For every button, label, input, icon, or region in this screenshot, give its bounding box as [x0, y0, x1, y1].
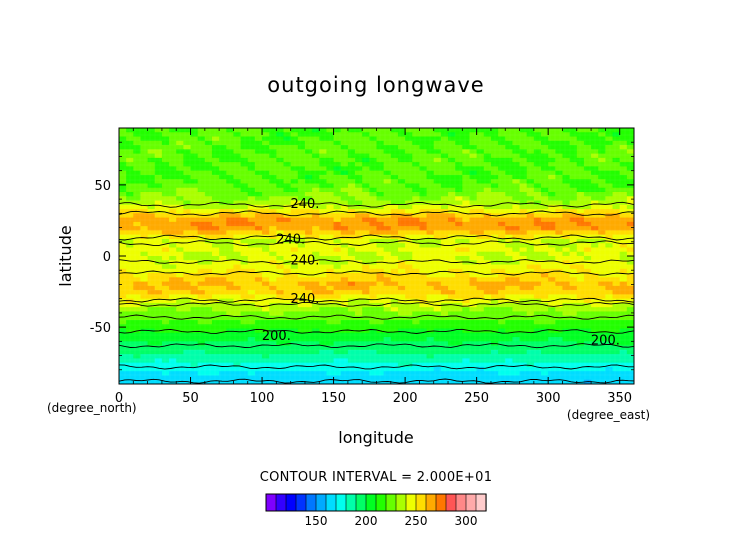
contour-line — [119, 301, 634, 307]
colorbar-frame — [265, 493, 487, 512]
colorbar-swatch — [445, 493, 457, 512]
contour-label: 240. — [290, 292, 319, 307]
contour-label: 200. — [262, 329, 291, 344]
colorbar-swatch — [325, 493, 337, 512]
x-tick-label: 250 — [464, 391, 489, 406]
contour-line — [119, 328, 634, 334]
colorbar-swatch — [435, 493, 447, 512]
colorbar-swatch — [455, 493, 467, 512]
contour-label: 240. — [290, 197, 319, 212]
colorbar-swatch — [475, 493, 487, 512]
colorbar-swatch — [375, 493, 387, 512]
x-axis-ticks: 0 50 100 150 200 250 300 350 — [115, 128, 632, 406]
colorbar-swatch — [275, 493, 287, 512]
y-tick-label: 0 — [103, 250, 111, 265]
colorbar-swatch — [285, 493, 297, 512]
x-tick-label: 50 — [182, 391, 199, 406]
x-tick-label: 200 — [393, 391, 418, 406]
colorbar-swatch — [365, 493, 377, 512]
colorbar-swatch — [355, 493, 367, 512]
colorbar-swatch — [405, 493, 417, 512]
contour-line — [119, 314, 634, 320]
x-tick-label: 0 — [115, 391, 123, 406]
y-unit-label: (degree_north) — [47, 401, 137, 415]
colorbar-swatch — [415, 493, 427, 512]
colorbar-tick-label: 200 — [355, 514, 378, 528]
x-tick-label: 300 — [536, 391, 561, 406]
contour-labels: 240. 240. 240. 240. 200. 200. — [262, 197, 620, 349]
contour-label: 240. — [290, 254, 319, 269]
y-axis-ticks: -50 0 50 — [90, 141, 634, 371]
colorbar-swatch — [315, 493, 327, 512]
contour-line — [119, 364, 634, 370]
y-tick-label: -50 — [90, 321, 111, 336]
contour-line — [119, 343, 634, 349]
chart-title: outgoing longwave — [267, 73, 484, 97]
x-axis-label: longitude — [338, 428, 413, 447]
colorbar-swatch — [395, 493, 407, 512]
colorbar-swatch — [305, 493, 317, 512]
contour-line — [119, 259, 634, 265]
x-tick-label: 100 — [250, 391, 275, 406]
colorbar-ticks: 150 200 250 300 — [305, 514, 478, 528]
x-tick-label: 150 — [321, 391, 346, 406]
contour-label: 240. — [276, 232, 305, 247]
colorbar-tick-label: 300 — [455, 514, 478, 528]
colorbar-swatch — [335, 493, 347, 512]
colorbar-swatch — [425, 493, 437, 512]
colorbar — [265, 493, 487, 512]
x-tick-label: 350 — [607, 391, 632, 406]
colorbar-swatch — [295, 493, 307, 512]
contour-line — [119, 240, 634, 247]
colorbar-swatch — [385, 493, 397, 512]
contour-line — [119, 210, 634, 217]
colorbar-tick-label: 250 — [405, 514, 428, 528]
colorbar-swatch — [345, 493, 357, 512]
contour-line — [119, 270, 634, 276]
contour-label: 200. — [591, 333, 620, 348]
colorbar-swatch — [465, 493, 477, 512]
contour-interval-label: CONTOUR INTERVAL = 2.000E+01 — [260, 470, 493, 485]
colorbar-tick-label: 150 — [305, 514, 328, 528]
contour-line — [119, 201, 634, 208]
y-tick-label: 50 — [94, 179, 111, 194]
contour-line — [119, 234, 634, 241]
contour-line — [119, 297, 634, 303]
plot-texture — [119, 128, 634, 384]
colorbar-swatch — [265, 493, 277, 512]
x-unit-label: (degree_east) — [567, 408, 650, 422]
contour-lines — [119, 201, 634, 384]
y-axis-label: latitude — [56, 225, 75, 286]
